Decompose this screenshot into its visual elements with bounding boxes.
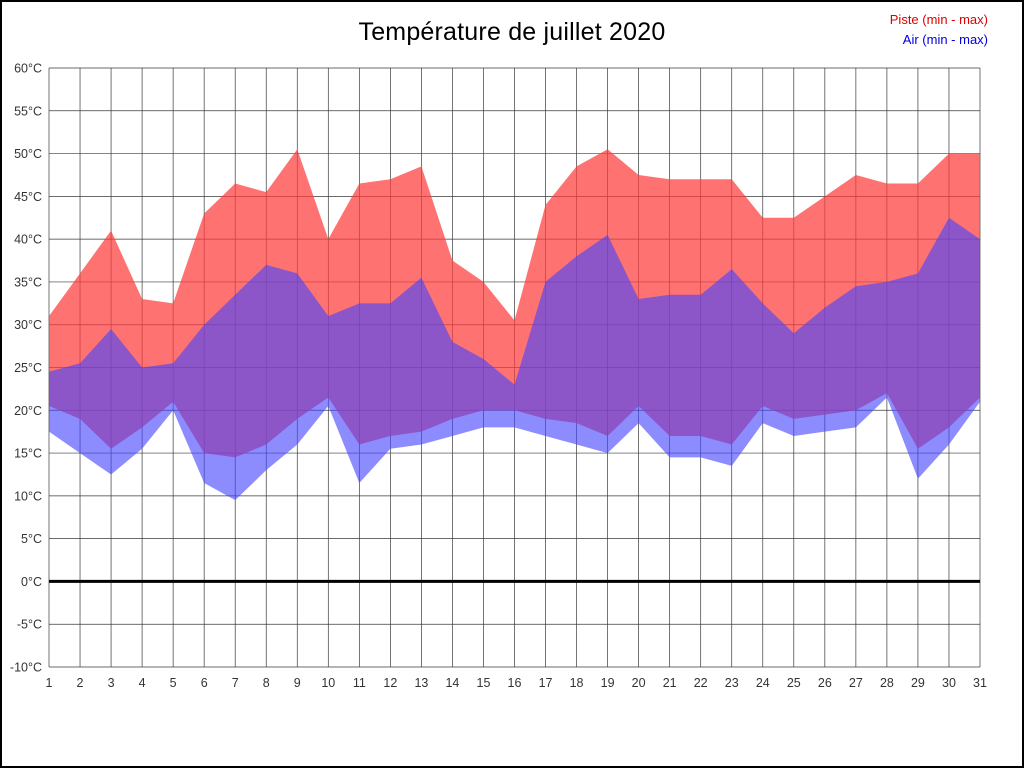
y-tick-label: 5°C <box>21 532 42 546</box>
x-tick-label: 9 <box>294 676 301 690</box>
y-tick-label: 10°C <box>14 489 42 503</box>
y-tick-label: 15°C <box>14 447 42 461</box>
chart-title: Température de juillet 2020 <box>358 18 666 46</box>
x-tick-label: 12 <box>383 676 397 690</box>
x-tick-label: 24 <box>756 676 770 690</box>
y-tick-label: 30°C <box>14 318 42 332</box>
y-tick-label: -10°C <box>10 661 42 675</box>
x-tick-label: 2 <box>77 676 84 690</box>
x-tick-label: 5 <box>170 676 177 690</box>
x-tick-label: 25 <box>787 676 801 690</box>
x-tick-label: 18 <box>570 676 584 690</box>
x-tick-label: 3 <box>108 676 115 690</box>
x-tick-label: 19 <box>601 676 615 690</box>
band-air <box>49 217 980 501</box>
x-tick-label: 6 <box>201 676 208 690</box>
y-tick-label: 35°C <box>14 275 42 289</box>
y-tick-label: 25°C <box>14 361 42 375</box>
y-tick-label: 55°C <box>14 104 42 118</box>
x-tick-label: 31 <box>973 676 987 690</box>
x-tick-label: 29 <box>911 676 925 690</box>
legend-air: Air (min - max) <box>902 32 988 47</box>
x-tick-label: 20 <box>632 676 646 690</box>
x-tick-label: 16 <box>508 676 522 690</box>
x-tick-label: 26 <box>818 676 832 690</box>
x-tick-label: 21 <box>663 676 677 690</box>
x-tick-label: 8 <box>263 676 270 690</box>
x-tick-label: 27 <box>849 676 863 690</box>
x-tick-label: 7 <box>232 676 239 690</box>
x-tick-label: 10 <box>321 676 335 690</box>
x-tick-label: 30 <box>942 676 956 690</box>
x-tick-label: 1 <box>46 676 53 690</box>
x-tick-label: 13 <box>414 676 428 690</box>
x-tick-label: 28 <box>880 676 894 690</box>
y-tick-label: 40°C <box>14 233 42 247</box>
y-tick-label: -5°C <box>17 618 42 632</box>
legend: Piste (min - max) Air (min - max) <box>890 10 988 50</box>
x-tick-label: 15 <box>477 676 491 690</box>
y-tick-label: 0°C <box>21 575 42 589</box>
y-tick-label: 20°C <box>14 404 42 418</box>
y-tick-label: 60°C <box>14 62 42 76</box>
x-tick-label: 11 <box>353 676 366 690</box>
x-tick-label: 23 <box>725 676 739 690</box>
x-tick-label: 17 <box>539 676 553 690</box>
y-tick-label: 50°C <box>14 147 42 161</box>
x-tick-label: 14 <box>445 676 459 690</box>
x-tick-label: 22 <box>694 676 708 690</box>
x-tick-label: 4 <box>139 676 146 690</box>
y-tick-label: 45°C <box>14 190 42 204</box>
legend-piste: Piste (min - max) <box>889 12 988 27</box>
